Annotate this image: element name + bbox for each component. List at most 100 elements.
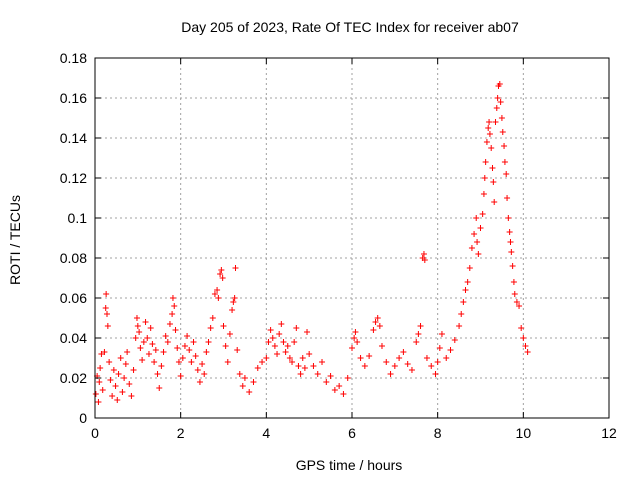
data-point (485, 125, 492, 131)
data-point (400, 349, 407, 355)
data-point (190, 339, 197, 345)
data-point (271, 343, 278, 349)
data-point (340, 391, 347, 397)
data-point (374, 315, 381, 321)
y-axis-label: ROTI / TECUs (7, 195, 23, 285)
data-point (203, 349, 210, 355)
data-point (122, 361, 129, 367)
data-point (229, 307, 236, 313)
data-point (499, 129, 506, 135)
data-point (154, 371, 161, 377)
data-point (496, 81, 503, 87)
data-point (366, 353, 373, 359)
data-point (239, 383, 246, 389)
data-point (344, 375, 351, 381)
data-point (142, 319, 149, 325)
data-point (169, 311, 176, 317)
data-point (522, 343, 529, 349)
data-point (413, 339, 420, 345)
data-point (112, 383, 119, 389)
data-point (215, 295, 222, 301)
data-point (171, 303, 178, 309)
chart-title: Day 205 of 2023, Rate Of TEC Index for r… (181, 19, 519, 35)
data-point (352, 329, 359, 335)
data-point (291, 339, 298, 345)
data-point (511, 291, 518, 297)
data-point (387, 371, 394, 377)
data-point (310, 363, 317, 369)
data-point (513, 299, 520, 305)
data-point (284, 343, 291, 349)
data-point (420, 251, 427, 257)
data-point (408, 367, 415, 373)
data-point (126, 381, 133, 387)
data-point (139, 357, 146, 363)
y-tick-label: 0.08 (60, 250, 87, 266)
data-point (179, 355, 186, 361)
data-point (490, 179, 497, 185)
data-point (474, 239, 481, 245)
data-point (306, 351, 313, 357)
data-point (211, 291, 218, 297)
x-axis-label: GPS time / hours (296, 457, 403, 473)
data-point (169, 295, 176, 301)
y-tick-label: 0.12 (60, 170, 87, 186)
x-tick-label: 0 (91, 425, 99, 441)
data-point (481, 175, 488, 181)
data-point (132, 335, 139, 341)
data-point (186, 347, 193, 353)
data-point (516, 303, 523, 309)
data-point (95, 399, 102, 405)
data-point (263, 355, 270, 361)
data-point (466, 265, 473, 271)
data-point (415, 331, 422, 337)
data-point (501, 159, 508, 165)
data-point (103, 291, 110, 297)
data-point (509, 263, 516, 269)
tick-marks (94, 57, 610, 419)
y-tick-labels: 0 0.02 0.04 0.06 0.08 0.1 0.12 0.14 0.16 0.18 (60, 50, 87, 426)
data-point (301, 365, 308, 371)
data-point (188, 359, 195, 365)
data-point (486, 131, 493, 137)
data-point (518, 325, 525, 331)
data-point (421, 257, 428, 263)
data-point (351, 335, 358, 341)
data-point (144, 335, 151, 341)
data-point (417, 323, 424, 329)
data-point (524, 349, 531, 355)
data-point (293, 325, 300, 331)
data-point (175, 359, 182, 365)
data-point (103, 311, 110, 317)
y-tick-label: 0 (79, 410, 87, 426)
data-point (101, 349, 108, 355)
data-point (115, 371, 122, 377)
data-point (432, 371, 439, 377)
y-tick-label: 0.14 (60, 130, 87, 146)
data-point (96, 379, 103, 385)
data-point (506, 229, 513, 235)
data-point (304, 329, 311, 335)
data-point (102, 305, 109, 311)
data-point (297, 371, 304, 377)
data-point (274, 351, 281, 357)
data-point (498, 115, 505, 121)
data-point (494, 95, 501, 101)
data-point (404, 361, 411, 367)
data-point (480, 191, 487, 197)
data-point (372, 319, 379, 325)
data-point (218, 267, 225, 273)
data-point (507, 239, 514, 245)
data-point (196, 379, 203, 385)
data-point (194, 367, 201, 373)
data-point (295, 363, 302, 369)
data-point (184, 333, 191, 339)
data-point (462, 287, 469, 293)
data-point (520, 335, 527, 341)
x-tick-label: 8 (434, 425, 442, 441)
data-point (166, 321, 173, 327)
data-point (327, 373, 334, 379)
data-point (483, 139, 490, 145)
data-point (391, 363, 398, 369)
data-point (214, 287, 221, 293)
